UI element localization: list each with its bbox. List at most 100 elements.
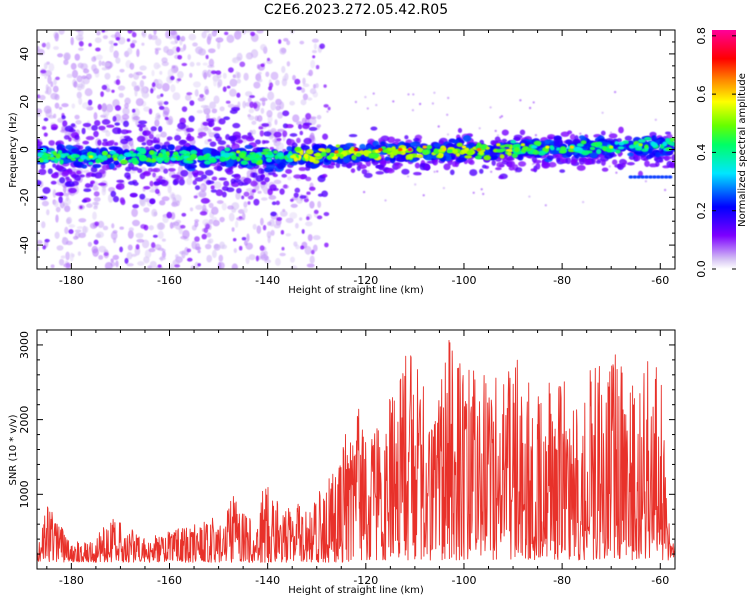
spectrogram-cell (241, 195, 245, 200)
spectrogram-cell (48, 115, 55, 119)
spectrogram-cell (189, 72, 193, 78)
spectrogram-cell (238, 181, 244, 187)
spectrogram-cell (91, 56, 97, 62)
spectrogram-cell (447, 96, 450, 100)
spectrogram-cell (95, 233, 102, 239)
spectrogram-cell (613, 90, 617, 94)
spectrogram-cell (93, 191, 100, 197)
spectrogram-cell (37, 94, 41, 99)
spectrogram-cell (115, 79, 121, 86)
spectrogram-cell (480, 188, 483, 191)
spectrogram-cell (143, 186, 151, 190)
spectrogram-cell (151, 242, 156, 249)
spectrogram-cell (309, 132, 315, 141)
spectrogram-cell (69, 252, 74, 262)
spectrogram-cell (276, 137, 282, 142)
spectrogram-cell (63, 263, 72, 268)
spectrogram-cell (132, 181, 139, 186)
spectrogram-cell (163, 158, 170, 163)
spectrogram-cell (181, 62, 188, 67)
spectrogram-cell (172, 259, 180, 267)
spectrogram-cell (53, 113, 57, 119)
spectrogram-cell (306, 263, 315, 268)
spectrogram-cell (510, 139, 517, 144)
spectrogram-cell (91, 64, 97, 72)
spectrogram-cell (47, 168, 53, 175)
spectrogram-cell (216, 200, 224, 205)
spectrogram-cell (63, 135, 70, 140)
spectrogram-cell (194, 185, 201, 191)
spectrogram-cell (206, 232, 212, 238)
spectrogram-cell (218, 177, 227, 181)
spectrogram-cell (213, 181, 222, 189)
spectrogram-cell (50, 81, 54, 88)
spectrogram-cell (87, 241, 93, 247)
snr-x-tick-label: -80 (553, 574, 571, 587)
spectrogram-cell (580, 140, 587, 145)
spectrogram-cell (226, 85, 231, 89)
spectrogram-cell (180, 235, 188, 240)
spectrogram-cell (317, 193, 324, 197)
spectrogram-cell (58, 258, 65, 266)
spectrogram-cell (411, 109, 415, 112)
spectrogram-cell (85, 136, 95, 141)
spectrogram-cell (79, 174, 86, 178)
spectrogram-cell (195, 204, 203, 210)
spectrogram-cell (273, 223, 281, 229)
spectrogram-x-tick-label: -100 (451, 274, 476, 287)
spectrogram-y-ticks: -40 -20 0 20 40 (18, 29, 675, 270)
spectrogram-cell (389, 153, 395, 159)
spectrogram-cell (217, 81, 221, 89)
spectrogram-cell (662, 141, 668, 147)
spectrogram-cell (109, 150, 116, 155)
spectrogram-cell (175, 254, 179, 259)
spectrogram-cell (101, 102, 107, 112)
spectrogram-cell (61, 171, 69, 177)
spectrogram-cell (194, 177, 204, 182)
spectrogram-cell (316, 124, 321, 128)
spectrogram-cell (298, 166, 307, 172)
spectrogram-cell (76, 226, 84, 230)
spectrogram-cell (275, 200, 280, 206)
spectrogram-cell (143, 130, 151, 136)
spectrogram-cell (279, 210, 288, 217)
spectrogram-cell (79, 154, 87, 160)
spectrogram-cell (54, 159, 59, 164)
spectrogram-cell (229, 78, 238, 87)
spectrogram-cell (277, 111, 284, 119)
spectrogram-cell (52, 85, 59, 93)
spectrogram-cell (73, 81, 78, 88)
spectrogram-cell (267, 150, 273, 156)
spectrogram-cell (74, 174, 81, 182)
spectrogram-cell (195, 242, 201, 251)
spectrogram-cell (549, 146, 555, 151)
spectrogram-cell (617, 146, 625, 150)
spectrogram-cell (248, 254, 256, 261)
colorbar-tick-label: 0.6 (695, 85, 708, 103)
spectrogram-cell (213, 95, 220, 104)
spectrogram-cell (212, 126, 222, 132)
spectrogram-cell (372, 92, 375, 95)
spectrogram-cell (243, 201, 248, 208)
spectrogram-cell (394, 138, 401, 143)
spectrogram-cell (644, 180, 648, 183)
spectrogram-cell (299, 217, 303, 221)
spectrogram-cell (155, 38, 162, 46)
spectrogram-x-tick-label: -140 (255, 274, 280, 287)
spectrogram-cell (131, 32, 137, 38)
spectrogram-cell (105, 130, 111, 137)
spectrogram-cell (405, 154, 410, 160)
spectrogram-cell (437, 153, 443, 158)
spectrogram-cell (157, 264, 162, 268)
spectrogram-cell (541, 161, 551, 169)
spectrogram-cell (268, 195, 277, 200)
spectrogram-cell (137, 168, 143, 174)
spectrogram-cell (197, 97, 205, 102)
spectrogram-cell (95, 47, 101, 52)
spectrogram-cell (221, 244, 228, 250)
spectrogram-cell (651, 135, 657, 142)
spectrogram-cell (326, 110, 329, 113)
spectrogram-cell (310, 249, 315, 255)
spectrogram-cell (126, 130, 132, 134)
spectrogram-cell (129, 193, 138, 198)
